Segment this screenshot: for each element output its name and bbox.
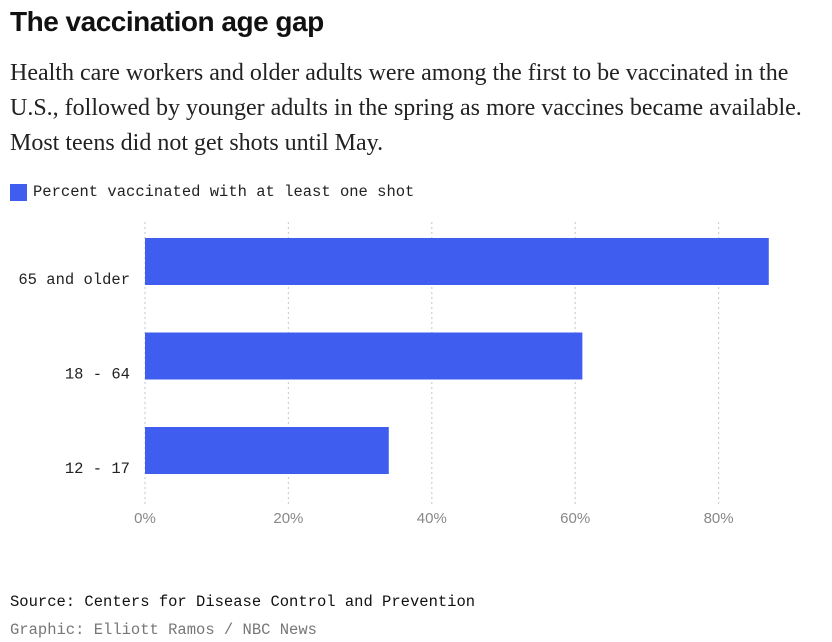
category-label: 18 - 64 [65, 366, 130, 384]
x-tick-label: 60% [560, 510, 590, 527]
source-note: Source: Centers for Disease Control and … [10, 593, 476, 611]
chart-subtitle: Health care workers and older adults wer… [10, 60, 802, 156]
chart-title: The vaccination age gap [10, 6, 324, 37]
category-label: 12 - 17 [65, 460, 130, 478]
bar [145, 332, 583, 380]
legend-label: Percent vaccinated with at least one sho… [33, 183, 415, 201]
bar [145, 427, 389, 474]
bar [145, 238, 769, 285]
category-label: 65 and older [18, 271, 130, 289]
bar-chart: 0% 20% 40% 60% 80% 65 and older 18 - 64 12 - 17 [18, 222, 769, 527]
x-tick-label: 0% [134, 510, 156, 527]
x-tick-label: 40% [417, 510, 447, 527]
legend: Percent vaccinated with at least one sho… [10, 182, 414, 202]
legend-swatch [10, 183, 27, 201]
x-tick-label: 20% [273, 510, 303, 527]
graphic-credit: Graphic: Elliott Ramos / NBC News [10, 621, 317, 639]
x-tick-label: 80% [704, 510, 734, 527]
